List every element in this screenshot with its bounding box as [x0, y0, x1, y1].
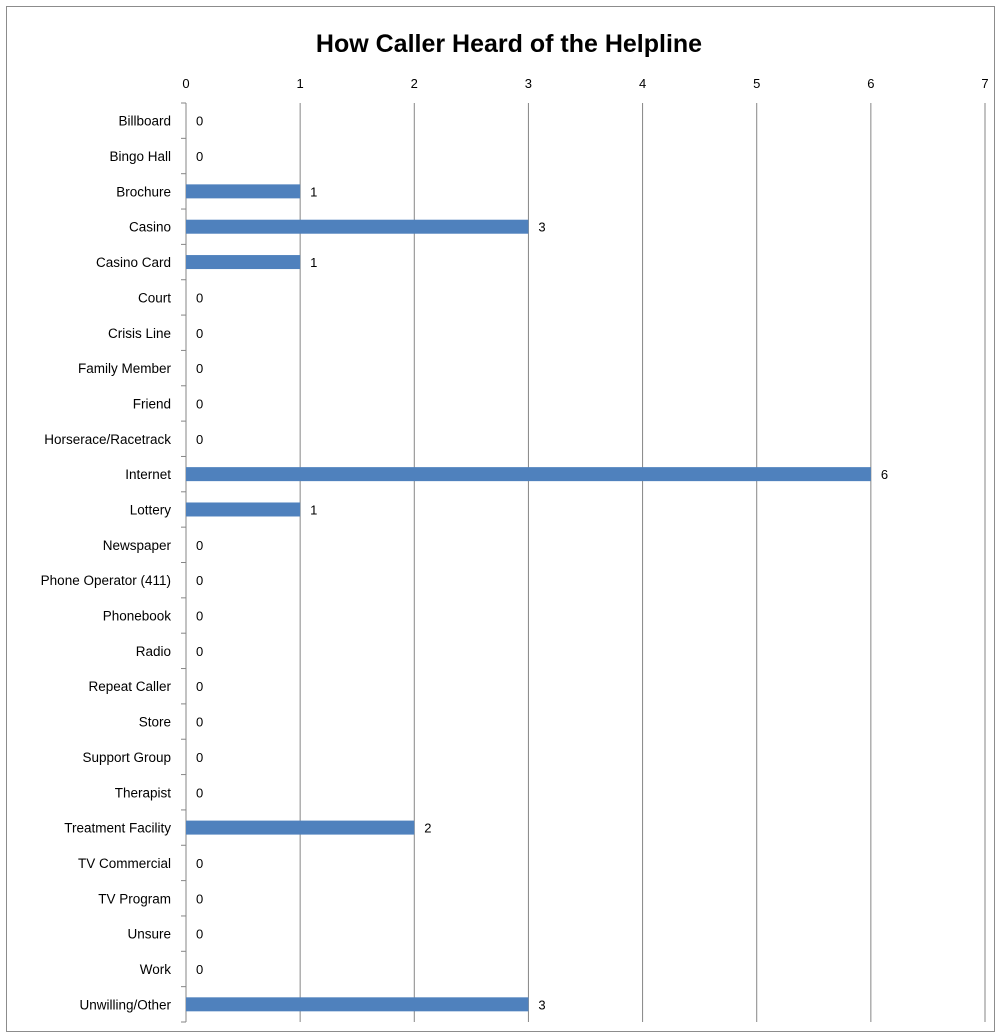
bar	[186, 997, 529, 1012]
x-axis-tick-labels: 0 1 2 3 4 5 6 7	[182, 76, 988, 91]
data-label: 0	[196, 927, 203, 942]
category-label: Horserace/Racetrack	[44, 432, 171, 447]
x-tick-label: 2	[411, 76, 418, 91]
category-label: Radio	[136, 644, 171, 659]
category-label: Casino	[129, 220, 171, 235]
data-label: 0	[196, 396, 203, 411]
data-label: 1	[310, 502, 317, 517]
category-label: Phone Operator (411)	[41, 573, 171, 588]
bar	[186, 502, 301, 517]
bar	[186, 467, 871, 482]
x-tick-label: 5	[753, 76, 760, 91]
data-label: 0	[196, 149, 203, 164]
x-tick-label: 4	[639, 76, 646, 91]
category-label: Support Group	[82, 750, 171, 765]
category-label: Billboard	[118, 114, 171, 129]
x-tick-label: 1	[297, 76, 304, 91]
axes	[181, 102, 187, 1023]
bar	[186, 219, 529, 234]
data-label: 3	[538, 220, 545, 235]
bars	[186, 184, 871, 1012]
category-label: TV Program	[98, 891, 171, 906]
category-label: Repeat Caller	[88, 679, 171, 694]
category-label: Unsure	[127, 927, 171, 942]
category-label: Casino Card	[96, 255, 171, 270]
data-label: 2	[424, 821, 431, 836]
data-label: 0	[196, 573, 203, 588]
category-label: Bingo Hall	[109, 149, 171, 164]
data-label: 0	[196, 609, 203, 624]
chart-title: How Caller Heard of the Helpline	[316, 30, 702, 58]
category-label: Family Member	[78, 361, 172, 376]
category-label: Phonebook	[103, 609, 172, 624]
category-label: TV Commercial	[78, 856, 171, 871]
category-label: Court	[138, 290, 171, 305]
data-label: 1	[310, 255, 317, 270]
bar	[186, 255, 301, 270]
category-label: Internet	[125, 467, 171, 482]
data-label: 0	[196, 361, 203, 376]
bar	[186, 184, 301, 199]
data-label: 0	[196, 114, 203, 129]
category-label: Crisis Line	[108, 326, 171, 341]
category-label: Brochure	[116, 184, 171, 199]
data-label: 0	[196, 538, 203, 553]
category-label: Unwilling/Other	[79, 997, 171, 1012]
chart-area	[6, 6, 995, 1032]
gridlines	[299, 103, 986, 1022]
category-label: Newspaper	[103, 538, 172, 553]
data-label: 0	[196, 750, 203, 765]
category-labels: Billboard Bingo Hall Brochure Casino Casino …	[41, 114, 172, 1013]
category-label: Friend	[133, 396, 171, 411]
data-label: 0	[196, 644, 203, 659]
category-label: Work	[140, 962, 172, 977]
category-label: Treatment Facility	[64, 821, 171, 836]
x-tick-label: 0	[182, 76, 189, 91]
x-tick-label: 3	[525, 76, 532, 91]
data-label: 6	[881, 467, 888, 482]
x-tick-label: 6	[867, 76, 874, 91]
bar	[186, 820, 415, 835]
data-label: 0	[196, 679, 203, 694]
data-label: 0	[196, 432, 203, 447]
data-label: 0	[196, 290, 203, 305]
category-label: Store	[139, 715, 171, 730]
data-label: 0	[196, 715, 203, 730]
x-tick-label: 7	[981, 76, 988, 91]
data-label: 0	[196, 326, 203, 341]
data-label: 0	[196, 891, 203, 906]
category-label: Therapist	[115, 785, 172, 800]
data-label: 0	[196, 785, 203, 800]
data-label: 0	[196, 856, 203, 871]
category-label: Lottery	[130, 502, 172, 517]
data-label: 1	[310, 184, 317, 199]
data-label: 0	[196, 962, 203, 977]
data-labels: 0 0 1 3 1 0 0 0 0 0 6 1 0 0 0 0 0 0 0 0 2 0 0 0 0 3	[196, 114, 888, 1013]
data-label: 3	[538, 997, 545, 1012]
